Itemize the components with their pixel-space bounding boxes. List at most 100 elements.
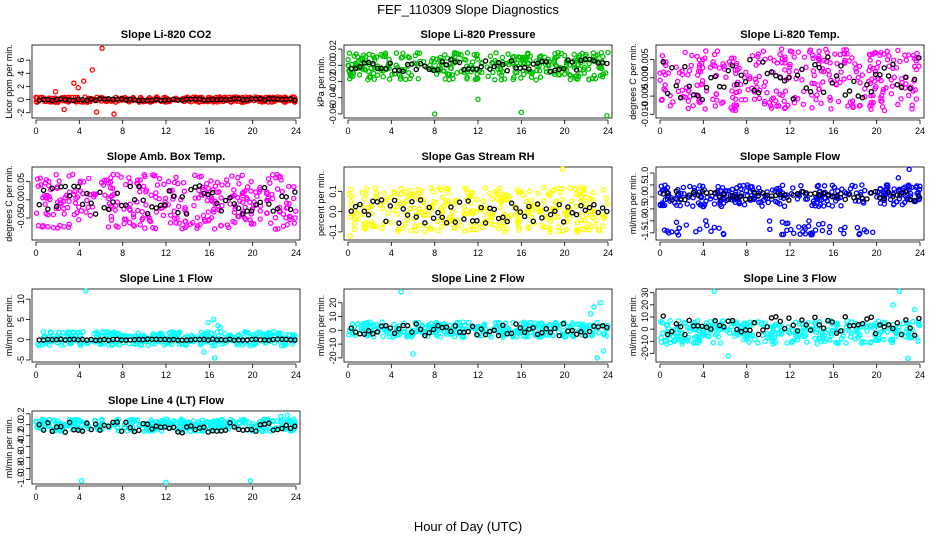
data-point (499, 54, 506, 61)
data-point (873, 83, 879, 90)
data-point (40, 195, 46, 201)
mean-point (695, 192, 701, 198)
mean-point (92, 211, 99, 217)
data-point (756, 73, 763, 80)
data-point (801, 333, 808, 340)
data-point (671, 338, 677, 345)
data-point (813, 96, 819, 103)
data-point (668, 229, 675, 235)
data-point (814, 340, 820, 347)
data-point (663, 59, 669, 65)
data-point (905, 332, 912, 338)
plot-frame (31, 288, 301, 363)
data-point (439, 194, 446, 201)
data-point (545, 224, 551, 231)
data-point (556, 72, 562, 78)
data-point (832, 198, 839, 204)
data-point (555, 224, 562, 230)
mean-point (149, 426, 155, 432)
data-point (726, 326, 732, 333)
data-point (828, 106, 834, 112)
data-point (556, 204, 563, 210)
data-point (482, 185, 488, 191)
data-point (838, 69, 844, 75)
mean-point (114, 336, 121, 343)
data-point (681, 320, 688, 327)
data-point (844, 103, 851, 109)
data-point (768, 105, 775, 111)
mean-point (45, 420, 51, 426)
mean-point (443, 62, 450, 68)
data-point (349, 71, 356, 77)
data-point (755, 59, 762, 66)
data-point (704, 222, 710, 229)
data-point (457, 222, 464, 229)
x-tick-label: 0 (33, 370, 38, 380)
data-point (508, 212, 515, 219)
data-point (495, 66, 501, 72)
panel-title: Slope Gas Stream RH (421, 151, 534, 163)
data-point (788, 226, 794, 233)
data-point (469, 59, 476, 65)
data-point (778, 194, 784, 201)
data-point (276, 174, 282, 180)
data-point (853, 66, 859, 72)
data-point (480, 198, 486, 205)
mean-point (62, 429, 69, 435)
mean-point (396, 326, 402, 332)
data-point (731, 102, 737, 108)
data-point (42, 180, 48, 186)
data-point (283, 331, 289, 338)
mean-point (435, 322, 441, 329)
mean-point (404, 212, 411, 218)
x-tick-label: 0 (657, 126, 662, 136)
data-point (567, 72, 574, 79)
mean-point (495, 332, 502, 339)
x-tick-label: 12 (161, 248, 171, 258)
data-point (461, 228, 468, 234)
data-point (493, 50, 499, 56)
data-point (351, 324, 357, 330)
mean-point (248, 208, 255, 214)
mean-point (586, 56, 593, 63)
data-point (351, 53, 358, 59)
x-tick-label: 0 (657, 370, 662, 380)
mean-point (443, 324, 450, 330)
data-point (153, 190, 159, 196)
data-point (576, 52, 583, 59)
data-point (712, 63, 718, 69)
mean-point (461, 216, 467, 222)
y-tick-label: 0.00 (328, 57, 338, 75)
data-point (683, 222, 690, 228)
x-tick-label: 16 (828, 370, 838, 380)
data-point (192, 195, 199, 201)
mean-point (543, 59, 550, 65)
data-point (859, 182, 865, 188)
data-point (223, 177, 230, 183)
data-point (680, 336, 686, 343)
data-point (717, 340, 724, 346)
mean-point (816, 64, 823, 71)
data-point (415, 75, 421, 82)
mean-point (456, 199, 463, 205)
x-tick-label: 0 (33, 126, 38, 136)
data-point (438, 205, 444, 211)
data-point (62, 341, 69, 347)
data-point (821, 338, 828, 345)
mean-point (118, 202, 125, 209)
data-point (590, 208, 597, 215)
data-point (765, 199, 772, 206)
data-point (401, 188, 408, 195)
mean-point (755, 192, 762, 199)
data-point (263, 190, 270, 197)
x-tick-label: 20 (248, 492, 258, 502)
data-point (801, 54, 808, 60)
mean-point (266, 420, 272, 427)
mean-point (396, 220, 402, 226)
panel-title: Slope Li-820 CO2 (121, 29, 211, 41)
data-point (105, 224, 112, 230)
data-point (272, 214, 279, 221)
data-point (769, 187, 776, 193)
mean-point (816, 322, 823, 328)
data-point (744, 321, 751, 327)
